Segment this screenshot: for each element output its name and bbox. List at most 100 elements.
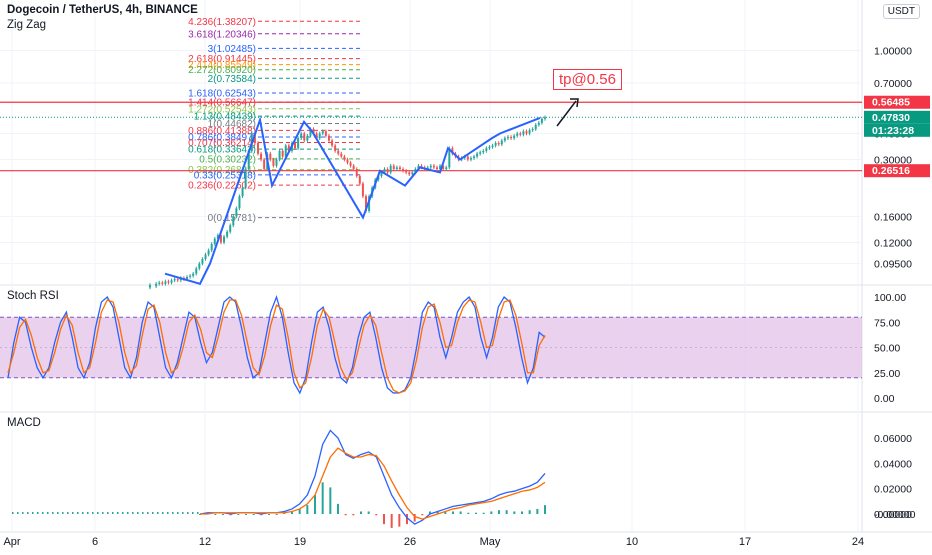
- candle-body: [494, 143, 497, 146]
- macd-histogram-bar: [102, 512, 104, 514]
- macd-histogram-bar: [252, 514, 255, 515]
- macd-histogram-bar: [42, 512, 44, 514]
- macd-signal-line: [200, 447, 546, 520]
- candle-body: [219, 235, 222, 243]
- candle-body: [500, 140, 503, 145]
- candle-body: [263, 159, 266, 170]
- macd-histogram-bar: [192, 512, 194, 514]
- candle-body: [340, 153, 343, 157]
- macd-histogram-bar: [321, 482, 324, 514]
- x-tick-label: 12: [199, 536, 211, 548]
- candle-body: [429, 165, 432, 168]
- stoch-rsi-y-tick-label: 100.00: [874, 292, 906, 304]
- stoch-rsi-k-line: [7, 294, 546, 395]
- candle-body: [189, 275, 192, 277]
- price-y-tick-label: 0.09500: [874, 259, 912, 271]
- candle-body: [519, 133, 522, 135]
- macd-histogram-bar: [67, 512, 69, 514]
- candle-body: [161, 282, 164, 284]
- macd-histogram-bar: [521, 511, 523, 514]
- candle-body: [516, 133, 519, 136]
- candle-body: [198, 263, 201, 269]
- fib-level-label: 1.618(0.62543): [188, 89, 256, 100]
- macd-histogram-bar: [329, 487, 332, 514]
- fib-level-label: 4.236(1.38207): [188, 17, 256, 28]
- macd-histogram-bar: [505, 510, 508, 514]
- candle-body: [405, 170, 408, 173]
- macd-histogram-bar: [127, 512, 129, 514]
- macd-histogram-bar: [122, 512, 124, 514]
- candle-body: [485, 148, 488, 151]
- candle-body: [343, 156, 346, 160]
- candle-body: [241, 187, 244, 197]
- macd-histogram-bar: [475, 512, 477, 514]
- candle-body: [476, 153, 479, 157]
- candle-body: [253, 133, 256, 144]
- candle-body: [192, 273, 195, 276]
- candle-body: [173, 279, 176, 281]
- candle-body: [451, 148, 454, 154]
- macd-histogram-bar: [152, 512, 154, 514]
- macd-histogram-bar: [245, 514, 247, 515]
- candle-body: [506, 136, 509, 139]
- macd-histogram-bar: [107, 512, 109, 514]
- candle-body: [411, 172, 414, 175]
- candle-body: [445, 167, 448, 170]
- candle-body: [321, 131, 324, 134]
- fib-level-label: 0.33(0.25318): [194, 170, 256, 181]
- target-arrow: [556, 100, 577, 127]
- candle-body: [389, 165, 392, 173]
- macd-histogram-bar: [275, 514, 278, 515]
- candle-body: [226, 231, 229, 237]
- candle-body: [398, 167, 401, 170]
- macd-histogram-bar: [383, 514, 385, 525]
- macd-histogram-bar: [47, 512, 49, 514]
- candle-body: [442, 165, 445, 170]
- macd-histogram-bar: [52, 512, 54, 514]
- macd-histogram-bar: [27, 512, 29, 514]
- x-tick-label: 10: [626, 536, 638, 548]
- price-axis-label-box: [864, 95, 930, 109]
- fib-level-label: 1.414(0.56647): [188, 97, 256, 108]
- macd-histogram-bar: [72, 512, 74, 514]
- candle-body: [432, 165, 435, 168]
- fib-level-label: 0(0.15781): [208, 213, 256, 224]
- candle-body: [510, 136, 513, 139]
- macd-histogram-bar: [162, 512, 164, 514]
- zigzag-indicator-label: Zig Zag: [7, 19, 46, 31]
- candle-body: [522, 131, 525, 135]
- candle-body: [426, 167, 429, 170]
- candle-body: [414, 169, 417, 173]
- macd-histogram-bar: [268, 514, 270, 515]
- candle-body: [272, 159, 275, 166]
- fib-level-label: 0.707(0.36214): [188, 138, 256, 149]
- fib-level-label: 0.886(0.41388): [188, 126, 256, 137]
- price-y-tick-label: 0.12000: [874, 237, 912, 249]
- macd-histogram-bar: [237, 514, 240, 515]
- macd-histogram-bar: [142, 512, 144, 514]
- candle-body: [247, 150, 250, 170]
- currency-button[interactable]: USDT: [882, 4, 920, 19]
- price-axis-label: 0.56485: [872, 97, 910, 109]
- macd-y-tick-label: 0.00000: [874, 509, 912, 521]
- candle-body: [479, 152, 482, 154]
- candle-body: [287, 145, 290, 151]
- macd-histogram-bar: [467, 512, 470, 514]
- stoch-rsi-d-line: [7, 299, 546, 394]
- fib-level-label: 1(0.44682): [208, 119, 256, 130]
- target-arrow-head: [570, 98, 579, 108]
- candle-body: [534, 124, 537, 130]
- tp-annotation: tp@0.56: [553, 69, 622, 90]
- macd-histogram-bar: [306, 505, 309, 514]
- price-axis-label-box: [864, 123, 930, 137]
- fib-level-label: 0.236(0.22602): [188, 181, 256, 192]
- candle-body: [238, 196, 241, 209]
- macd-histogram-bar: [429, 511, 431, 514]
- candle-body: [306, 135, 309, 141]
- macd-histogram-bar: [82, 512, 84, 514]
- macd-histogram-bar: [137, 512, 139, 514]
- candle-body: [466, 156, 469, 160]
- macd-y-tick-label: 0.04000: [874, 458, 912, 470]
